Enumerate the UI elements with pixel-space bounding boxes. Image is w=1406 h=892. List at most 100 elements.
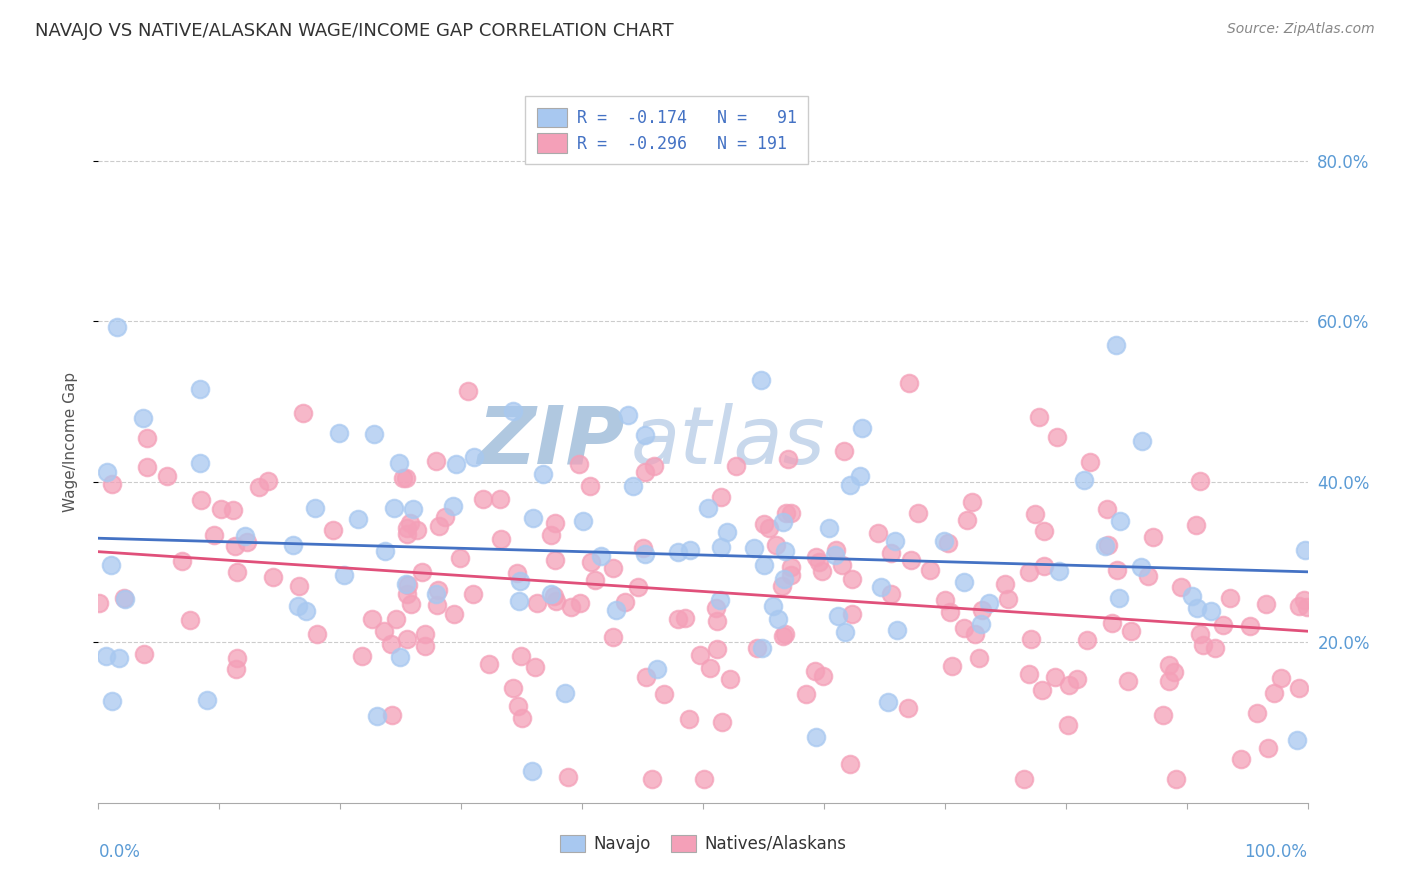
Point <box>602 561 624 575</box>
Point <box>394 577 416 591</box>
Point <box>742 541 765 555</box>
Point <box>886 623 908 637</box>
Point <box>179 613 201 627</box>
Point <box>1012 772 1035 786</box>
Point <box>869 580 891 594</box>
Point <box>540 528 562 542</box>
Point <box>1164 772 1187 786</box>
Point <box>678 712 700 726</box>
Point <box>804 664 827 678</box>
Point <box>101 477 124 491</box>
Point <box>706 614 728 628</box>
Point <box>1033 524 1056 539</box>
Point <box>333 567 356 582</box>
Point <box>395 521 418 535</box>
Point <box>1142 530 1164 544</box>
Point <box>834 444 856 458</box>
Point <box>427 519 450 533</box>
Point <box>96 648 118 663</box>
Point <box>613 595 636 609</box>
Point <box>1246 706 1268 720</box>
Point <box>704 601 727 615</box>
Point <box>880 546 903 560</box>
Point <box>382 500 405 515</box>
Point <box>953 621 976 635</box>
Point <box>772 629 794 643</box>
Point <box>1047 564 1070 578</box>
Point <box>388 649 411 664</box>
Point <box>100 558 122 572</box>
Point <box>226 651 249 665</box>
Point <box>868 525 890 540</box>
Point <box>1105 563 1128 577</box>
Point <box>1191 638 1213 652</box>
Point <box>156 468 179 483</box>
Point <box>1288 599 1310 613</box>
Point <box>96 465 118 479</box>
Point <box>472 492 495 507</box>
Point <box>543 589 565 603</box>
Point <box>1185 517 1208 532</box>
Text: atlas: atlas <box>630 402 825 481</box>
Point <box>697 501 720 516</box>
Point <box>679 543 702 558</box>
Point <box>1157 674 1180 689</box>
Point <box>1076 633 1098 648</box>
Point <box>877 695 900 709</box>
Point <box>1019 632 1042 646</box>
Point <box>441 500 464 514</box>
Point <box>305 626 328 640</box>
Point <box>1270 671 1292 685</box>
Point <box>758 520 780 534</box>
Point <box>636 670 658 684</box>
Point <box>322 523 344 537</box>
Point <box>508 594 530 608</box>
Point <box>779 568 801 582</box>
Point <box>907 506 929 520</box>
Point <box>1212 618 1234 632</box>
Point <box>897 376 920 391</box>
Point <box>557 770 579 784</box>
Point <box>766 612 789 626</box>
Point <box>247 480 270 494</box>
Point <box>413 627 436 641</box>
Point <box>1097 538 1119 552</box>
Point <box>605 603 627 617</box>
Point <box>851 421 873 435</box>
Point <box>839 757 862 772</box>
Point <box>1056 718 1078 732</box>
Point <box>188 456 211 470</box>
Point <box>578 479 600 493</box>
Point <box>709 592 731 607</box>
Point <box>645 661 668 675</box>
Point <box>188 382 211 396</box>
Point <box>970 617 993 632</box>
Point <box>1230 751 1253 765</box>
Point <box>1296 600 1319 615</box>
Point <box>105 320 128 334</box>
Point <box>880 587 903 601</box>
Legend: Navajo, Natives/Alaskans: Navajo, Natives/Alaskans <box>554 828 852 860</box>
Point <box>1129 560 1152 574</box>
Point <box>101 694 124 708</box>
Point <box>1181 589 1204 603</box>
Point <box>361 612 384 626</box>
Point <box>666 545 689 559</box>
Point <box>953 575 976 590</box>
Point <box>526 596 548 610</box>
Point <box>834 625 856 640</box>
Point <box>716 524 738 539</box>
Point <box>804 549 827 564</box>
Point <box>1078 455 1101 469</box>
Point <box>1152 708 1174 723</box>
Point <box>288 579 311 593</box>
Point <box>841 607 863 622</box>
Point <box>380 637 402 651</box>
Point <box>1257 741 1279 756</box>
Point <box>444 457 467 471</box>
Point <box>1285 733 1308 747</box>
Point <box>443 607 465 622</box>
Point <box>994 577 1017 591</box>
Point <box>366 709 388 723</box>
Point <box>1066 672 1088 686</box>
